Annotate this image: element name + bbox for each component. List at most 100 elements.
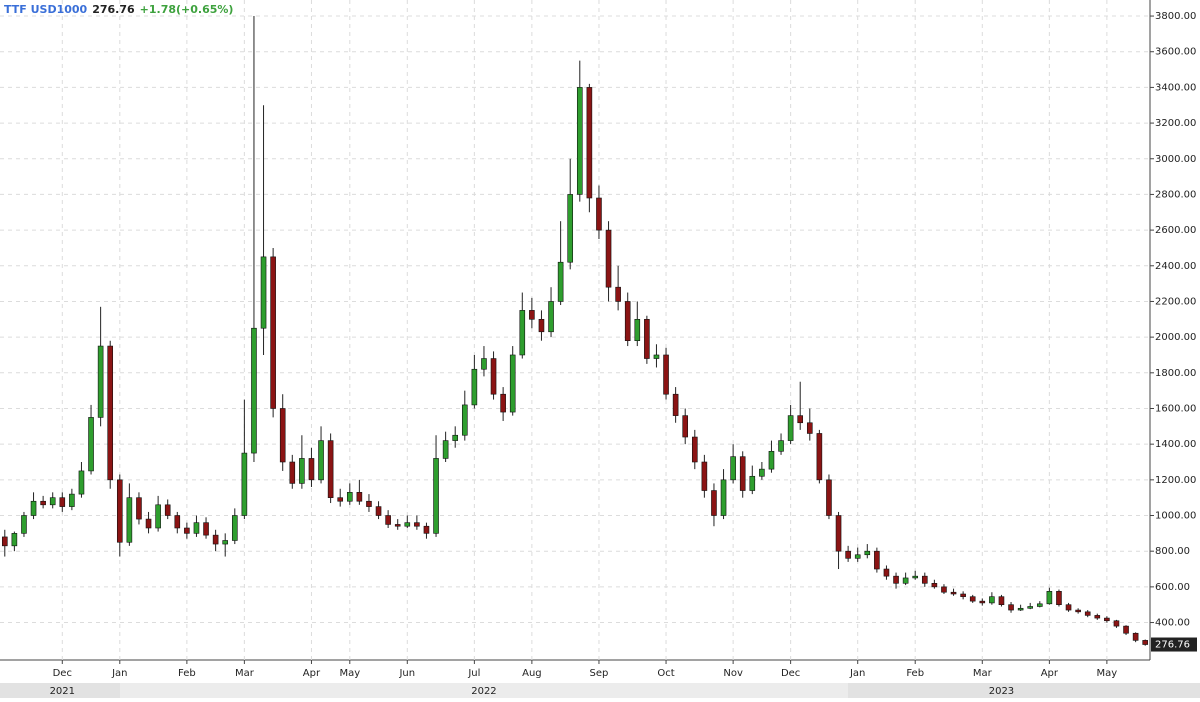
x-tick-label: Apr: [303, 668, 321, 679]
candle-body: [212, 534, 219, 545]
candle-body: [653, 354, 660, 359]
candle-body: [701, 461, 708, 491]
candle-body: [394, 524, 401, 527]
price-change: +1.78(+0.65%): [140, 3, 234, 16]
candle-body: [442, 440, 449, 459]
last-price-tag-label: 276.76: [1155, 640, 1190, 651]
candle-body: [509, 354, 516, 413]
candle-body: [1142, 640, 1149, 645]
candle-body: [164, 504, 171, 516]
candle-body: [481, 358, 487, 370]
x-tick-label: Aug: [522, 668, 542, 679]
candle-body: [1017, 607, 1024, 611]
candle-body: [768, 450, 775, 470]
candle-body: [1075, 609, 1081, 613]
candle-body: [596, 197, 602, 231]
candle-body: [404, 522, 411, 527]
y-tick-label: 1200.00: [1155, 475, 1196, 486]
x-tick-label: Dec: [781, 668, 800, 679]
candle-body: [452, 434, 459, 441]
y-tick-label: 3600.00: [1155, 47, 1196, 58]
candle-body: [375, 506, 382, 516]
candle-body: [1, 536, 8, 547]
y-tick-label: 1000.00: [1155, 511, 1196, 522]
candle-body: [471, 368, 478, 406]
candle-body: [586, 87, 593, 199]
y-tick-label: 3200.00: [1155, 118, 1196, 129]
candle-body: [538, 318, 545, 333]
candle-body: [308, 458, 315, 481]
candle-body: [739, 456, 746, 491]
candle-body: [1123, 625, 1129, 634]
candle-body: [11, 533, 18, 547]
y-tick-label: 400.00: [1155, 618, 1190, 629]
candle-body: [385, 515, 391, 525]
candle-body: [337, 497, 344, 502]
candle-body: [327, 440, 334, 498]
y-tick-label: 2800.00: [1155, 189, 1196, 200]
last-price: 276.76: [92, 3, 135, 16]
candle-body: [624, 301, 631, 342]
candle-body: [30, 500, 37, 516]
candle-body: [644, 318, 650, 359]
candle-body: [116, 479, 123, 543]
candle-body: [730, 456, 736, 481]
candle-body: [231, 515, 238, 541]
x-tick-label: Sep: [590, 668, 609, 679]
symbol: TTF USD1000: [4, 3, 88, 16]
candle-body: [299, 458, 305, 484]
y-tick-label: 1600.00: [1155, 403, 1196, 414]
candle-body: [787, 415, 794, 441]
candle-body: [500, 393, 506, 413]
candle-body: [529, 310, 535, 320]
x-tick-label: Jun: [398, 668, 415, 679]
candle-body: [318, 440, 324, 481]
x-tick-label: Oct: [657, 668, 674, 679]
candle-body: [490, 358, 497, 395]
x-tick-label: Feb: [906, 668, 924, 679]
candle-body: [835, 515, 842, 552]
y-tick-label: 1800.00: [1155, 368, 1196, 379]
candle-body: [826, 479, 832, 516]
candle-body: [193, 522, 200, 534]
candle-body: [1084, 611, 1091, 616]
y-tick-label: 2200.00: [1155, 296, 1196, 307]
candle-body: [931, 582, 938, 588]
x-tick-label: Jul: [467, 668, 480, 679]
candle-body: [854, 554, 861, 559]
candle-body: [950, 591, 957, 595]
candle-body: [270, 256, 276, 409]
candle-body: [576, 87, 583, 195]
candle-body: [969, 596, 976, 602]
candle-body: [366, 500, 372, 507]
candle-body: [691, 436, 698, 463]
candle-body: [605, 229, 612, 288]
candle-body: [711, 490, 717, 516]
candle-body: [145, 518, 152, 529]
candle-body: [567, 194, 574, 263]
candle-body: [672, 393, 679, 416]
candle-body: [797, 415, 804, 424]
candle-body: [88, 417, 94, 472]
candle-body: [78, 470, 85, 495]
candle-body: [155, 504, 161, 529]
candle-body: [241, 452, 248, 516]
candle-body: [902, 577, 909, 584]
candle-body: [1094, 615, 1101, 619]
candle-body: [260, 256, 267, 329]
candle-body: [663, 354, 669, 395]
candle-body: [1132, 632, 1139, 641]
candle-body: [203, 522, 209, 536]
y-tick-label: 3400.00: [1155, 82, 1196, 93]
candle-body: [251, 327, 257, 454]
candle-body: [433, 458, 439, 534]
candle-body: [346, 492, 353, 502]
candle-body: [960, 593, 966, 597]
candle-body: [989, 596, 995, 604]
candle-body: [414, 522, 420, 527]
candle-body: [883, 568, 890, 577]
candle-body: [1056, 591, 1062, 606]
candle-body: [40, 500, 46, 506]
year-label: 2021: [50, 686, 75, 697]
